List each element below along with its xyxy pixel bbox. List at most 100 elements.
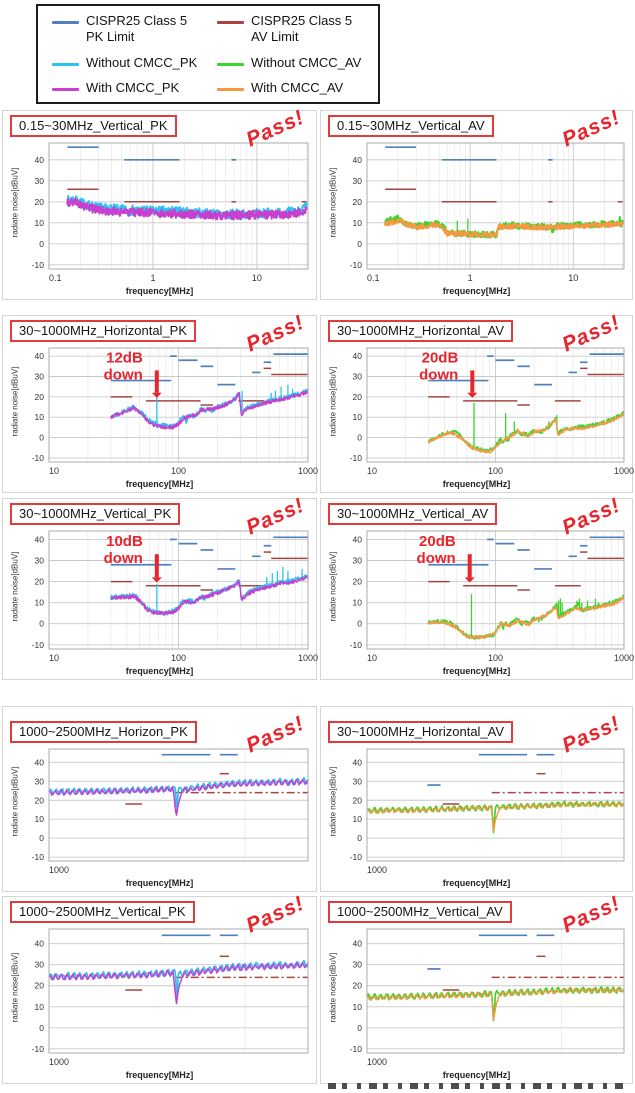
svg-text:0: 0 bbox=[39, 619, 44, 629]
legend-swatch-icon bbox=[217, 62, 244, 66]
svg-text:0: 0 bbox=[357, 433, 362, 443]
x-axis-label: frequency[MHz] bbox=[442, 479, 511, 489]
svg-text:1000: 1000 bbox=[614, 466, 634, 476]
svg-text:0: 0 bbox=[357, 1023, 362, 1033]
svg-text:40: 40 bbox=[35, 351, 45, 361]
chart-c2: 0.15~30MHz_Vertical_AV Pass! -10 0 10 20 30 40 0… bbox=[320, 106, 633, 300]
svg-text:-10: -10 bbox=[32, 640, 45, 650]
svg-text:10: 10 bbox=[367, 466, 377, 476]
chart-canvas: -10 0 10 20 30 40 10 100 1000 20dB down bbox=[350, 530, 634, 663]
y-axis-label: radiate noise[dBuV] bbox=[10, 952, 20, 1023]
x-axis-label: frequency[MHz] bbox=[125, 286, 194, 296]
svg-text:20: 20 bbox=[35, 981, 45, 991]
svg-text:10: 10 bbox=[252, 273, 262, 283]
svg-text:10: 10 bbox=[568, 273, 578, 283]
chart-title: 30~1000MHz_Horizontal_AV bbox=[328, 721, 514, 743]
svg-text:40: 40 bbox=[35, 757, 45, 767]
svg-text:0: 0 bbox=[39, 433, 44, 443]
svg-text:100: 100 bbox=[171, 466, 186, 476]
chart-title: 1000~2500MHz_Vertical_PK bbox=[10, 901, 195, 923]
y-axis-label: radiate noise[dBuV] bbox=[10, 766, 20, 837]
chart-title: 30~1000MHz_Vertical_PK bbox=[10, 503, 181, 525]
svg-text:10: 10 bbox=[367, 653, 377, 663]
svg-text:1000: 1000 bbox=[298, 653, 318, 663]
svg-text:40: 40 bbox=[353, 155, 363, 165]
y-axis-label: radiate noise[dBuV] bbox=[328, 551, 338, 622]
legend-swatch-icon bbox=[217, 87, 244, 91]
chart-canvas: -10 0 10 20 30 40 1000 bbox=[32, 928, 309, 1067]
svg-text:10: 10 bbox=[35, 218, 45, 228]
svg-text:1000: 1000 bbox=[49, 1057, 69, 1067]
legend-item-2: Without CMCC_PK bbox=[52, 55, 203, 71]
legend-item-5: With CMCC_AV bbox=[217, 80, 368, 96]
svg-text:20: 20 bbox=[353, 392, 363, 402]
chart-title: 30~1000MHz_Vertical_AV bbox=[328, 503, 498, 525]
svg-text:20: 20 bbox=[353, 197, 363, 207]
legend-swatch-icon bbox=[52, 62, 79, 66]
y-axis-label: radiate noise[dBuV] bbox=[10, 167, 20, 238]
legend-label: Without CMCC_PK bbox=[86, 54, 198, 70]
svg-text:0: 0 bbox=[39, 1023, 44, 1033]
svg-text:20: 20 bbox=[353, 981, 363, 991]
y-axis-label: radiate noise[dBuV] bbox=[10, 366, 20, 437]
svg-text:0: 0 bbox=[357, 833, 362, 843]
y-axis-label: radiate noise[dBuV] bbox=[328, 167, 338, 238]
chart-title: 0.15~30MHz_Vertical_AV bbox=[328, 115, 494, 137]
svg-text:40: 40 bbox=[353, 939, 363, 949]
y-axis-label: radiate noise[dBuV] bbox=[328, 766, 338, 837]
legend-label: CISPR25 Class 5 PK Limit bbox=[86, 13, 188, 45]
svg-text:1000: 1000 bbox=[614, 653, 634, 663]
y-axis-label: radiate noise[dBuV] bbox=[328, 366, 338, 437]
legend-label: Without CMCC_AV bbox=[251, 54, 362, 70]
chart-canvas: -10 0 10 20 30 40 1000 bbox=[32, 748, 309, 875]
svg-text:1: 1 bbox=[468, 273, 473, 283]
legend-item-3: Without CMCC_AV bbox=[217, 55, 368, 71]
svg-text:30: 30 bbox=[35, 776, 45, 786]
y-axis-label: radiate noise[dBuV] bbox=[328, 952, 338, 1023]
svg-text:10: 10 bbox=[49, 466, 59, 476]
chart-c1: 0.15~30MHz_Vertical_PK Pass! -10 0 10 20 30 40 0… bbox=[2, 106, 317, 300]
svg-text:100: 100 bbox=[171, 653, 186, 663]
svg-text:30: 30 bbox=[353, 372, 363, 382]
svg-text:10: 10 bbox=[353, 598, 363, 608]
chart-c10: 1000~2500MHz_Vertical_AV Pass! -10 0 10 20 30 4… bbox=[320, 892, 633, 1084]
svg-text:30: 30 bbox=[353, 776, 363, 786]
x-axis-label: frequency[MHz] bbox=[442, 1070, 511, 1080]
legend-label: With CMCC_PK bbox=[86, 79, 180, 95]
svg-text:20: 20 bbox=[35, 392, 45, 402]
legend-swatch-icon bbox=[52, 87, 79, 91]
chart-title: 30~1000MHz_Horizontal_PK bbox=[10, 320, 197, 342]
svg-text:10: 10 bbox=[35, 1002, 45, 1012]
legend-item-0: CISPR25 Class 5 PK Limit bbox=[52, 13, 203, 46]
svg-text:-10: -10 bbox=[32, 453, 45, 463]
legend-item-1: CISPR25 Class 5 AV Limit bbox=[217, 13, 368, 46]
chart-title: 1000~2500MHz_Vertical_AV bbox=[328, 901, 512, 923]
svg-text:40: 40 bbox=[353, 351, 363, 361]
svg-text:0: 0 bbox=[357, 619, 362, 629]
chart-canvas: -10 0 10 20 30 40 10 100 1000 10dB down bbox=[32, 530, 318, 663]
x-axis-label: frequency[MHz] bbox=[442, 878, 511, 888]
legend-grid: CISPR25 Class 5 PK Limit CISPR25 Class 5 AV… bbox=[52, 13, 368, 96]
y-axis-label: radiate noise[dBuV] bbox=[10, 551, 20, 622]
chart-canvas: -10 0 10 20 30 40 1000 bbox=[350, 748, 625, 875]
chart-c7: 1000~2500MHz_Horizon_PK Pass! -10 0 10 20 30 40… bbox=[2, 706, 317, 892]
svg-text:10: 10 bbox=[353, 218, 363, 228]
svg-text:-10: -10 bbox=[32, 1044, 45, 1054]
chart-canvas: -10 0 10 20 30 40 0.1 1 10 bbox=[350, 142, 625, 283]
legend-label: CISPR25 Class 5 AV Limit bbox=[251, 13, 353, 45]
svg-text:40: 40 bbox=[35, 534, 45, 544]
svg-text:1000: 1000 bbox=[367, 1057, 387, 1067]
svg-text:40: 40 bbox=[353, 757, 363, 767]
svg-text:20: 20 bbox=[353, 577, 363, 587]
chart-c4: 30~1000MHz_Horizontal_AV Pass! -10 0 10 20 30 4… bbox=[320, 311, 634, 493]
svg-text:40: 40 bbox=[353, 534, 363, 544]
svg-text:20: 20 bbox=[35, 577, 45, 587]
svg-text:20: 20 bbox=[35, 197, 45, 207]
svg-text:30: 30 bbox=[353, 176, 363, 186]
svg-text:100: 100 bbox=[488, 653, 503, 663]
x-axis-label: frequency[MHz] bbox=[125, 878, 194, 888]
svg-text:1000: 1000 bbox=[49, 865, 69, 875]
svg-text:20: 20 bbox=[35, 795, 45, 805]
